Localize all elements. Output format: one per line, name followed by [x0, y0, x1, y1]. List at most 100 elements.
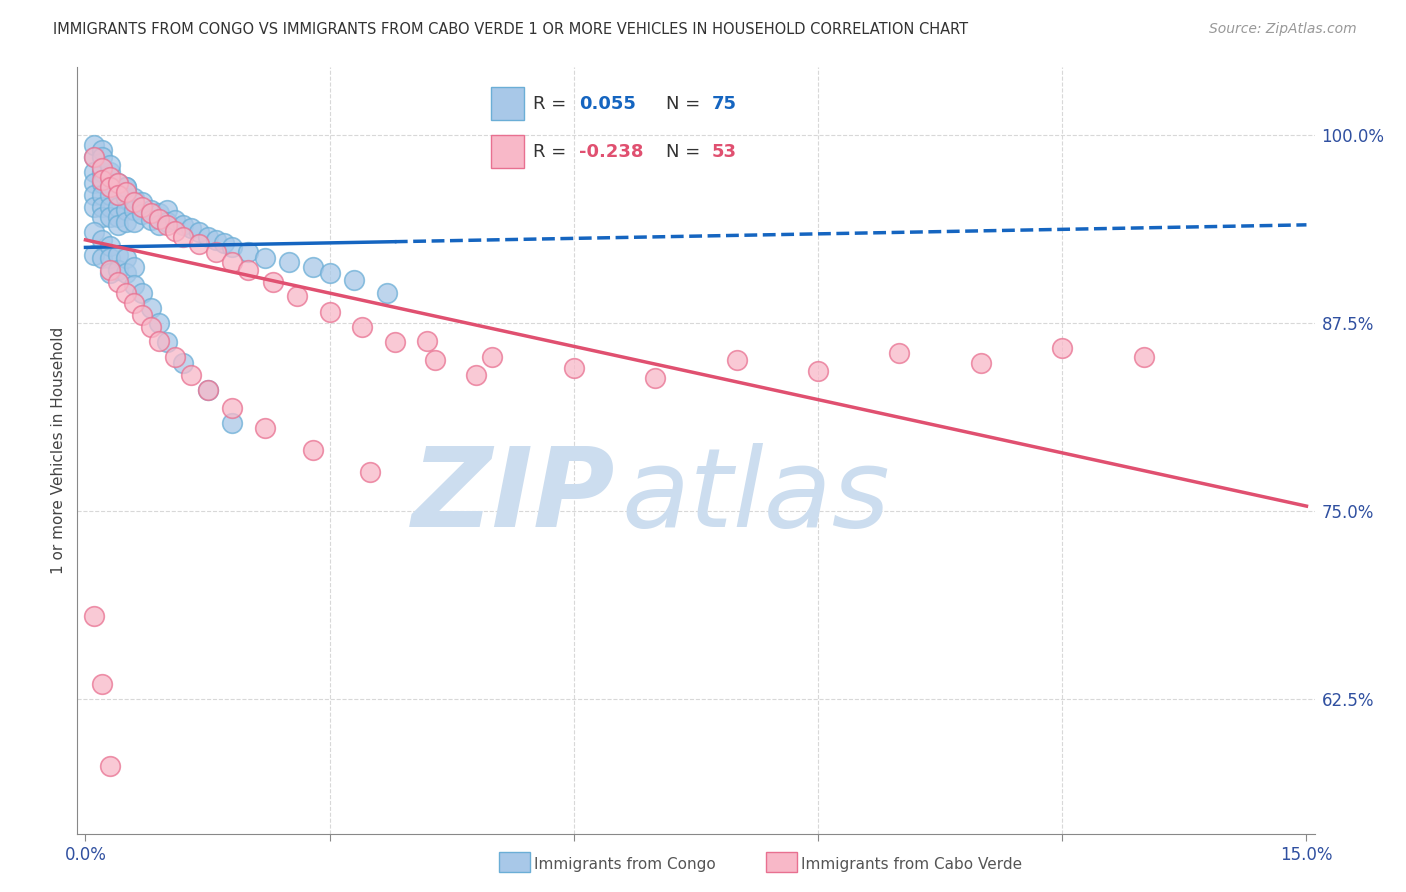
Point: [172, 230, 194, 244]
Point: [83, 608, 105, 623]
Point: [98, 759, 121, 773]
Point: [807, 364, 830, 378]
Point: [107, 176, 129, 190]
Point: [148, 218, 170, 232]
Point: [278, 255, 301, 269]
Point: [188, 237, 211, 252]
Point: [221, 401, 243, 416]
FancyBboxPatch shape: [491, 87, 524, 120]
Point: [107, 218, 129, 232]
Point: [83, 165, 105, 179]
Point: [253, 421, 276, 435]
FancyBboxPatch shape: [491, 136, 524, 168]
Text: Source: ZipAtlas.com: Source: ZipAtlas.com: [1209, 22, 1357, 37]
Point: [124, 202, 146, 217]
Point: [221, 255, 243, 269]
Text: -0.238: -0.238: [579, 143, 644, 161]
Text: Immigrants from Congo: Immigrants from Congo: [534, 857, 716, 872]
Point: [481, 350, 503, 364]
Point: [148, 206, 170, 220]
Point: [302, 260, 325, 274]
Point: [83, 138, 105, 153]
Point: [90, 676, 112, 690]
Point: [180, 368, 202, 383]
Point: [131, 285, 153, 300]
Point: [124, 195, 146, 210]
Point: [139, 320, 162, 334]
Point: [204, 233, 226, 247]
Point: [98, 187, 121, 202]
Point: [115, 185, 138, 199]
Point: [90, 172, 112, 186]
Point: [148, 334, 170, 348]
Point: [90, 211, 112, 225]
Point: [83, 150, 105, 164]
Point: [359, 465, 381, 479]
Point: [156, 218, 179, 232]
Point: [107, 275, 129, 289]
Text: 75: 75: [711, 95, 737, 112]
Point: [90, 150, 112, 164]
Point: [124, 296, 146, 310]
Point: [131, 195, 153, 210]
Point: [148, 211, 170, 226]
Text: atlas: atlas: [621, 443, 890, 550]
Point: [465, 368, 488, 383]
Point: [98, 266, 121, 280]
Point: [180, 220, 202, 235]
Point: [172, 356, 194, 370]
Point: [212, 235, 235, 250]
Point: [115, 202, 138, 217]
Point: [98, 180, 121, 194]
Point: [90, 200, 112, 214]
Text: N =: N =: [666, 143, 706, 161]
Text: 53: 53: [711, 143, 737, 161]
Point: [156, 215, 179, 229]
Point: [90, 251, 112, 265]
Point: [221, 417, 243, 431]
Point: [262, 275, 284, 289]
Point: [253, 251, 276, 265]
Text: R =: R =: [533, 143, 572, 161]
Point: [83, 176, 105, 190]
Point: [98, 158, 121, 172]
Point: [221, 240, 243, 254]
Point: [285, 288, 308, 302]
Point: [90, 176, 112, 190]
Point: [163, 224, 186, 238]
Text: Immigrants from Cabo Verde: Immigrants from Cabo Verde: [801, 857, 1022, 872]
Point: [302, 443, 325, 458]
Point: [375, 285, 398, 300]
Point: [98, 211, 121, 225]
Point: [98, 200, 121, 214]
Point: [1132, 350, 1154, 364]
Point: [139, 206, 162, 220]
Point: [238, 244, 260, 259]
Text: R =: R =: [533, 95, 572, 112]
Text: IMMIGRANTS FROM CONGO VS IMMIGRANTS FROM CABO VERDE 1 OR MORE VEHICLES IN HOUSEH: IMMIGRANTS FROM CONGO VS IMMIGRANTS FROM…: [53, 22, 969, 37]
Point: [352, 320, 374, 334]
Point: [83, 248, 105, 262]
Point: [163, 213, 186, 227]
Point: [204, 244, 226, 259]
Point: [90, 233, 112, 247]
Point: [562, 360, 585, 375]
Point: [131, 207, 153, 221]
Point: [107, 200, 129, 214]
Point: [90, 161, 112, 175]
Point: [343, 273, 366, 287]
Point: [148, 316, 170, 330]
Point: [107, 187, 129, 202]
Point: [139, 301, 162, 315]
Point: [107, 187, 129, 202]
Point: [1052, 341, 1074, 355]
Point: [115, 285, 138, 300]
Point: [124, 215, 146, 229]
Point: [197, 230, 219, 244]
Point: [115, 251, 138, 265]
Point: [124, 191, 146, 205]
Point: [139, 213, 162, 227]
Text: N =: N =: [666, 95, 706, 112]
Point: [188, 225, 211, 239]
Point: [889, 345, 911, 359]
